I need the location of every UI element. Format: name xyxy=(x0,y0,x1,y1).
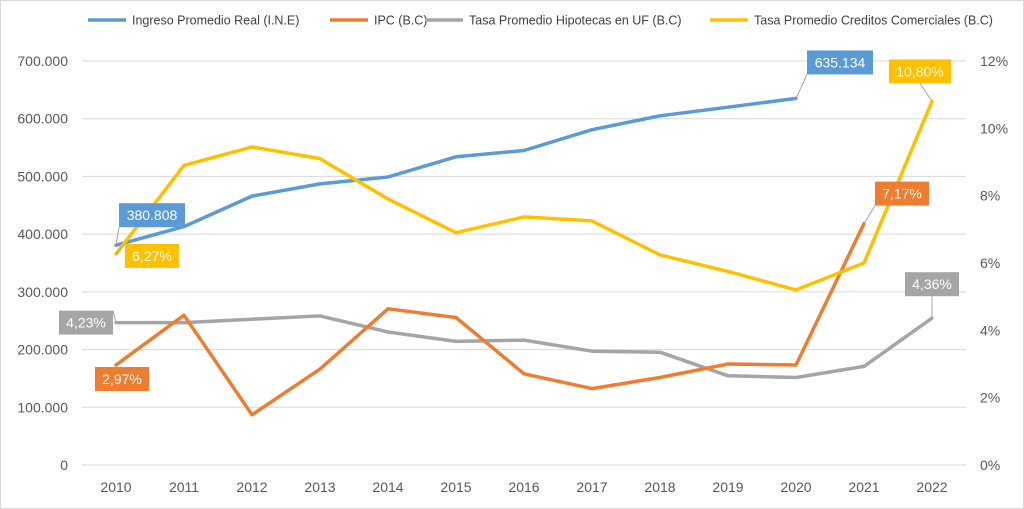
x-tick-label: 2016 xyxy=(508,479,539,495)
x-tick-label: 2012 xyxy=(236,479,267,495)
y-left-tick-label: 500.000 xyxy=(17,168,68,184)
data-label-box xyxy=(119,203,185,228)
y-left-tick-label: 400.000 xyxy=(17,226,68,242)
y-right-tick-label: 8% xyxy=(980,188,1000,204)
data-label-leader xyxy=(115,227,120,246)
y-right-tick-label: 6% xyxy=(980,255,1000,271)
series-line-1 xyxy=(114,221,866,417)
y-left-tick-label: 200.000 xyxy=(17,342,68,358)
data-label: 4,23% xyxy=(66,315,106,331)
data-label: 7,17% xyxy=(882,186,922,202)
data-label: 635.134 xyxy=(815,54,866,70)
data-label-box xyxy=(875,181,929,206)
x-tick-label: 2020 xyxy=(780,479,811,495)
series-layer xyxy=(114,96,934,417)
data-label-box xyxy=(125,243,179,268)
data-label: 6,27% xyxy=(132,248,172,264)
y-axis-left: 0 100.000 200.000 300.000 400.000 500.000 600.… xyxy=(17,53,68,473)
y-left-tick-label: 100.000 xyxy=(17,399,68,415)
y-right-tick-label: 4% xyxy=(980,322,1000,338)
x-tick-label: 2014 xyxy=(372,479,403,495)
data-labels: 380.808 635.134 2,97% 7,17% 4,23% 4,36% 6,27% 1… xyxy=(59,50,959,392)
data-label: 380.808 xyxy=(127,207,178,223)
data-label-box xyxy=(889,59,951,84)
data-label: 10,80% xyxy=(896,63,943,79)
x-tick-label: 2018 xyxy=(644,479,675,495)
y-left-tick-label: 700.000 xyxy=(17,53,68,69)
y-right-tick-label: 2% xyxy=(980,390,1000,406)
data-label-leader xyxy=(863,205,876,224)
x-tick-label: 2013 xyxy=(304,479,335,495)
data-label-box xyxy=(905,272,959,297)
y-right-tick-label: 12% xyxy=(980,53,1008,69)
x-tick-label: 2015 xyxy=(440,479,471,495)
legend-label: Ingreso Promedio Real (I.N.E) xyxy=(132,14,299,28)
data-label-box xyxy=(807,50,873,75)
data-label-leader xyxy=(919,83,933,102)
data-label: 4,36% xyxy=(912,276,952,292)
data-label-box xyxy=(59,310,113,335)
data-label-leader xyxy=(115,243,126,255)
y-right-tick-label: 0% xyxy=(980,457,1000,473)
x-tick-label: 2019 xyxy=(712,479,743,495)
y-right-tick-label: 10% xyxy=(980,120,1008,136)
legend-label: Tasa Promedio Creditos Comerciales (B.C) xyxy=(754,14,993,28)
x-tick-label: 2021 xyxy=(848,479,879,495)
series-line-3 xyxy=(114,99,934,292)
x-tick-label: 2022 xyxy=(916,479,947,495)
y-left-tick-label: 600.000 xyxy=(17,111,68,127)
y-axis-right: 0% 2% 4% 6% 8% 10% 12% xyxy=(980,53,1008,473)
series-line-0 xyxy=(114,96,798,247)
legend-label: Tasa Promedio Hipotecas en UF (B.C) xyxy=(469,14,682,28)
data-label: 2,97% xyxy=(102,371,142,387)
gridlines xyxy=(82,60,966,466)
y-left-tick-label: 300.000 xyxy=(17,284,68,300)
y-left-tick-label: 0 xyxy=(60,457,68,473)
series-line-2 xyxy=(114,314,934,380)
legend: Ingreso Promedio Real (I.N.E) IPC (B.C) Ta… xyxy=(88,14,993,28)
x-axis: 2010 2011 2012 2013 2014 2015 2016 2017 2018 2019… xyxy=(100,479,947,495)
data-label-box xyxy=(95,367,149,392)
legend-label: IPC (B.C) xyxy=(374,14,427,28)
x-tick-label: 2017 xyxy=(576,479,607,495)
data-label-leader xyxy=(795,74,808,99)
x-tick-label: 2010 xyxy=(100,479,131,495)
x-tick-label: 2011 xyxy=(169,479,199,495)
data-label-leader xyxy=(112,310,117,323)
